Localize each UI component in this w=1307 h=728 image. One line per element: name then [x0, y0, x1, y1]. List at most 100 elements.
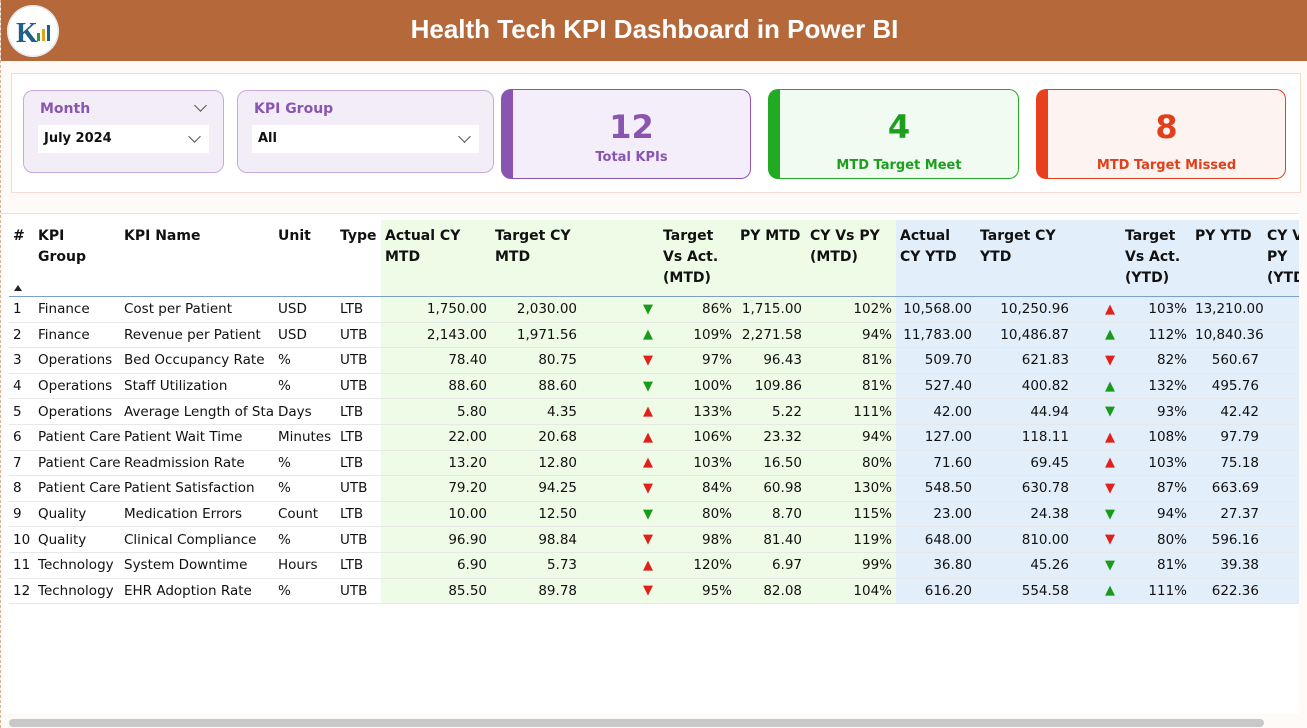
status-arrow: ▼	[1073, 552, 1121, 579]
table-cell: 22.00	[381, 424, 491, 451]
table-cell: 20.68	[491, 424, 581, 451]
table-cell: 1,715.00	[736, 296, 806, 323]
header-bar: K Health Tech KPI Dashboard in Power BI	[1, 0, 1307, 61]
table-cell: 2,271.58	[736, 322, 806, 349]
table-cell: UTB	[336, 578, 381, 605]
column-header: KPI Group	[34, 220, 120, 297]
table-cell: 99%	[806, 552, 896, 579]
table-row: 1 Finance Cost per Patient USD LTB 1,750.00 2,…	[9, 296, 1299, 323]
table-cell: 88.60	[381, 373, 491, 400]
table-cell: 16.50	[736, 450, 806, 477]
table-cell	[1263, 424, 1299, 451]
column-header: PY YTD	[1191, 220, 1263, 297]
column-header: Actual CY YTD	[896, 220, 976, 297]
status-arrow: ▼	[581, 526, 659, 553]
table-cell: 8	[9, 475, 34, 502]
table-cell: 85.50	[381, 578, 491, 605]
table-cell: 648.00	[896, 526, 976, 553]
table-cell: Patient Care	[34, 424, 120, 451]
table-cell: 810.00	[976, 526, 1073, 553]
slicer-value: All	[258, 131, 277, 146]
table-row: 12 Technology EHR Adoption Rate% UTB 85.50 89…	[9, 578, 1299, 605]
card-value: 4	[887, 108, 911, 146]
table-cell: 596.16	[1191, 526, 1263, 553]
table-cell: 133%	[659, 398, 736, 425]
card-label: Total KPIs	[595, 150, 668, 165]
table-cell: 120%	[659, 552, 736, 579]
svg-text:K: K	[16, 18, 38, 49]
table-cell: 81.40	[736, 526, 806, 553]
table-cell	[1263, 501, 1299, 528]
table-cell: 509.70	[896, 347, 976, 374]
table-cell: 132%	[1121, 373, 1191, 400]
slicer-dropdown[interactable]: July 2024	[38, 125, 209, 153]
table-cell: %	[274, 578, 336, 605]
table-cell: LTB	[336, 552, 381, 579]
month-slicer[interactable]: Month July 2024	[23, 90, 224, 173]
status-arrow: ▼	[581, 475, 659, 502]
table-cell: 42.00	[896, 398, 976, 425]
column-header: Type	[336, 220, 381, 297]
table-cell: 554.58	[976, 578, 1073, 605]
kpi-card: 12 Total KPIs	[501, 89, 751, 179]
table-cell: Staff Utilization	[120, 373, 274, 400]
table-row: 8 Patient Care Patient Satisfaction% UTB 79.…	[9, 475, 1299, 502]
table-cell: 94.25	[491, 475, 581, 502]
slicer-dropdown[interactable]: All	[252, 125, 479, 153]
table-cell: Quality	[34, 501, 120, 528]
table-cell: 80%	[1121, 526, 1191, 553]
table-cell: Finance	[34, 296, 120, 323]
table-cell: Minutes	[274, 424, 336, 451]
sort-indicator[interactable]	[14, 285, 22, 291]
card-value: 8	[1155, 108, 1178, 146]
table-cell: 86%	[659, 296, 736, 323]
table-cell: 94%	[806, 424, 896, 451]
column-header: Unit	[274, 220, 336, 297]
table-cell	[1263, 552, 1299, 579]
status-arrow: ▼	[581, 373, 659, 400]
table-cell: %	[274, 475, 336, 502]
slicer-label: KPI Group	[254, 101, 334, 117]
table-cell: 3	[9, 347, 34, 374]
table-cell: 4.35	[491, 398, 581, 425]
header-cell	[1073, 220, 1121, 297]
table-cell: Days	[274, 398, 336, 425]
column-header: CY Vs PY (MTD)	[806, 220, 896, 297]
table-cell: 10,840.36	[1191, 322, 1263, 349]
scrollbar[interactable]	[9, 719, 1264, 727]
table-cell: 106%	[659, 424, 736, 451]
status-arrow: ▲	[1073, 450, 1121, 477]
table-cell: 112%	[1121, 322, 1191, 349]
table-cell	[1263, 475, 1299, 502]
table-cell: 1,750.00	[381, 296, 491, 323]
table-cell: Count	[274, 501, 336, 528]
table-cell: 103%	[1121, 296, 1191, 323]
table-cell: LTB	[336, 296, 381, 323]
kpi-group-slicer[interactable]: KPI Group All	[237, 90, 494, 173]
table-cell: 2	[9, 322, 34, 349]
table-cell: 42.42	[1191, 398, 1263, 425]
table-cell: 98.84	[491, 526, 581, 553]
table-row: 4 Operations Staff Utilization% UTB 88.60 88.…	[9, 373, 1299, 400]
table-cell: 100%	[659, 373, 736, 400]
status-arrow: ▼	[581, 501, 659, 528]
table-cell: 115%	[806, 501, 896, 528]
table-cell: 2,030.00	[491, 296, 581, 323]
table-cell: UTB	[336, 373, 381, 400]
table-cell: 103%	[1121, 450, 1191, 477]
table-cell: 27.37	[1191, 501, 1263, 528]
table-cell: 13,210.00	[1191, 296, 1263, 323]
table-cell: Average Length of Stay	[120, 398, 274, 425]
table-cell: 94%	[806, 322, 896, 349]
column-header: Target CY YTD	[976, 220, 1073, 297]
table-row: 11 Technology System Downtime Hours LTB 6.90 5…	[9, 552, 1299, 579]
table-cell: 12.50	[491, 501, 581, 528]
table-cell: 6.97	[736, 552, 806, 579]
table-cell: 93%	[1121, 398, 1191, 425]
collapse-icon[interactable]	[194, 99, 207, 112]
status-arrow: ▲	[581, 552, 659, 579]
table-cell: %	[274, 526, 336, 553]
table-cell: USD	[274, 296, 336, 323]
table-cell: 5.22	[736, 398, 806, 425]
